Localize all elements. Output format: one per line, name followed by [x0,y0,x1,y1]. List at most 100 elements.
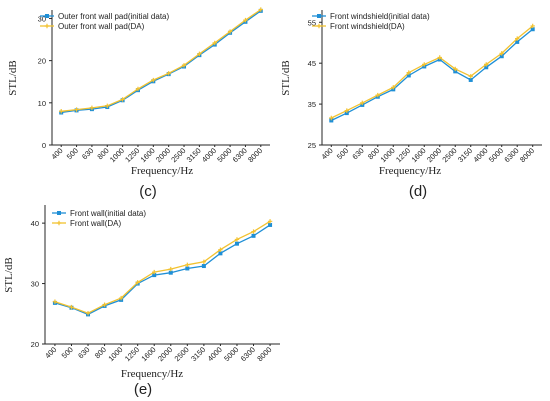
series-line-da [331,25,534,119]
x-tick-label: 630 [76,345,91,360]
data-point-initial [530,27,535,32]
x-tick-label: 1000 [379,146,397,164]
data-point-initial [453,69,458,74]
data-point-initial [515,39,520,44]
data-point-initial [329,118,334,123]
legend-label: Front windshield(initial data) [330,12,430,21]
data-point-initial [484,65,489,70]
data-point-da [234,237,240,242]
data-point-da [89,105,95,111]
data-point-da [329,115,334,121]
data-point-da [181,63,187,68]
x-axis-title: Frequency/Hz [131,165,193,177]
data-point-da [251,229,256,234]
y-tick-label: 40 [31,219,39,228]
y-tick-label: 30 [31,280,39,289]
legend-marker-da [316,23,322,29]
legend-marker-da [56,220,62,226]
y-tick-label: 45 [308,59,316,68]
data-point-initial [168,270,173,275]
legend: Front windshield(initial data)Front wind… [312,12,430,31]
x-tick-label: 8000 [246,146,264,164]
data-point-initial [268,222,273,227]
chart-panel-3: 20 30 40 400 500 630 8001000125016002000250031… [3,205,280,398]
x-tick-label: 4000 [206,345,224,363]
y-tick-label: 25 [308,141,316,150]
data-point-da [227,29,233,34]
series-line-da [54,220,271,314]
legend-label: Outer front wall pad(initial data) [58,12,170,21]
y-axis-title: STL/dB [7,60,19,95]
x-tick-label: 1600 [139,146,157,164]
data-point-da [218,247,223,252]
legend-label: Front wall(initial data) [70,209,146,218]
x-tick-label: 3150 [189,345,207,363]
x-tick-label: 4000 [471,146,489,164]
x-tick-label: 630 [80,146,95,161]
legend-label: Front wall(DA) [70,219,121,228]
data-point-da [85,310,91,316]
data-point-da [105,103,110,108]
data-point-da [212,40,217,46]
data-point-initial [152,273,157,278]
x-tick-label: 4000 [200,146,218,164]
data-point-da [135,86,141,92]
x-tick-label: 1250 [123,146,141,164]
data-point-da [135,280,140,285]
data-point-da [484,62,489,67]
legend: Outer front wall pad(initial data)Outer … [40,12,170,31]
x-tick-label: 1250 [394,146,412,164]
y-axis-title: STL/dB [3,257,15,292]
data-point-da [243,17,248,23]
data-point-da [344,108,349,113]
data-point-initial [201,264,206,269]
x-tick-label: 2000 [156,345,174,363]
data-point-initial [234,241,239,246]
data-point-da [52,299,58,304]
x-tick-label: 5000 [215,146,233,164]
data-point-initial [251,233,256,238]
x-tick-label: 8000 [255,345,273,363]
data-point-initial [499,54,504,59]
panel-label: (d) [409,183,427,200]
legend-label: Front windshield(DA) [330,22,405,31]
y-axis-title: STL/dB [280,60,292,95]
x-tick-label: 6300 [239,345,257,363]
legend-marker-da [44,23,50,29]
x-tick-label: 8000 [518,146,536,164]
legend-marker-initial [45,14,49,18]
x-tick-label: 6300 [231,146,249,164]
data-point-da [74,107,79,112]
y-tick-label: 20 [31,340,39,349]
data-point-initial [185,266,190,271]
x-tick-label: 1000 [108,146,126,164]
x-axis-title: Frequency/Hz [379,165,441,177]
legend: Front wall(initial data)Front wall(DA) [52,209,146,228]
legend-label: Outer front wall pad(DA) [58,22,145,31]
data-point-da [499,51,504,56]
x-tick-label: 2000 [154,146,172,164]
x-tick-label: 1600 [410,146,428,164]
x-tick-label: 2500 [169,146,187,164]
x-tick-label: 500 [335,146,350,161]
data-point-da [102,302,107,307]
x-tick-label: 500 [65,146,80,161]
x-tick-label: 800 [93,345,108,360]
data-point-da [59,109,64,114]
data-point-initial [406,73,411,78]
data-point-da [360,100,365,106]
series-line-initial [54,224,271,316]
data-point-da [152,269,157,275]
data-point-da [151,77,156,83]
data-point-da [201,259,207,265]
x-tick-label: 2500 [440,146,458,164]
data-point-da [185,262,190,268]
y-tick-label: 10 [38,99,46,108]
x-tick-label: 630 [350,146,365,161]
x-tick-label: 1250 [123,345,141,363]
x-tick-label: 5000 [222,345,240,363]
data-point-da [69,304,74,310]
data-point-da [258,7,263,12]
data-point-da [120,97,125,102]
